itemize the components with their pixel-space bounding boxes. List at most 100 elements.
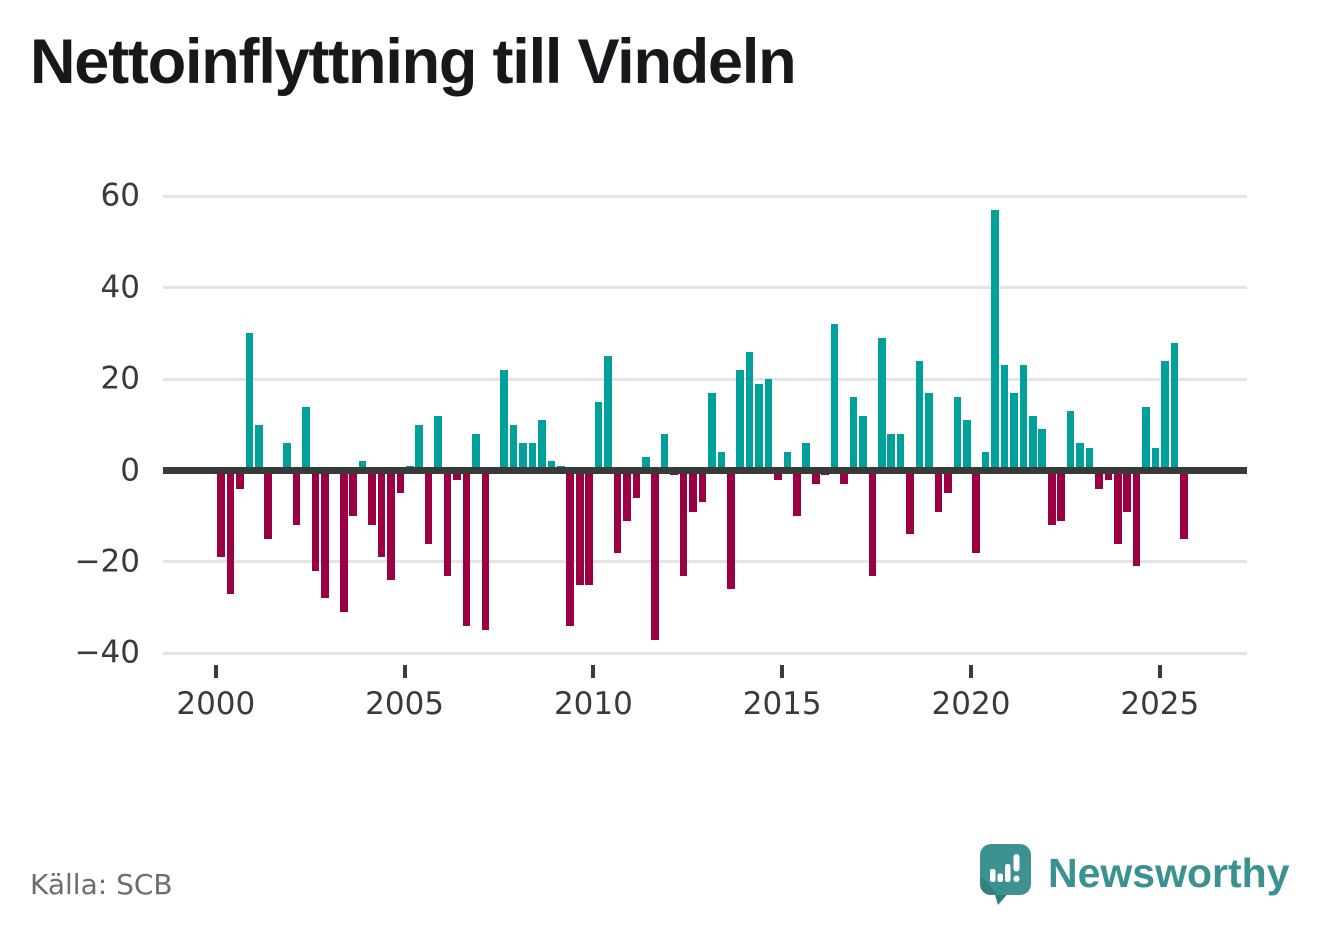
bar-2025-q3 [1180,470,1188,540]
bar-2007-q1 [481,470,490,631]
bar-2006-q1 [443,470,452,576]
bar-2020-q1 [972,470,980,553]
bar-2004-q4 [396,470,405,494]
bar-2018-q1 [896,433,905,471]
bar-2002-q2 [302,406,310,471]
bar-2009-q3 [575,470,584,585]
bar-2022-q4 [1076,443,1084,471]
bar-2010-q3 [613,470,622,553]
zero-axis-line [163,467,1247,474]
bar-2010-q4 [623,470,631,521]
bar-2011-q1 [632,470,641,498]
bar-2015-q1 [783,452,792,471]
y-axis-label-3: 0 [120,452,140,488]
bar-2022-q2 [1057,470,1065,521]
source-label: Källa: SCB [30,868,173,901]
bar-2019-q2 [944,470,952,494]
bar-2021-q3 [1029,415,1037,471]
bar-2015-q4 [811,470,820,485]
x-axis-label-4: 2020 [931,686,1011,722]
bar-2025-q2 [1170,342,1179,471]
bar-2021-q1 [1010,392,1018,471]
bar-2003-q3 [349,470,357,517]
bar-2019-q3 [953,397,962,471]
gridline-40 [163,286,1247,290]
bar-2023-q2 [1095,470,1103,489]
bar-2017-q1 [859,415,867,471]
gridline-20 [163,377,1247,381]
bar-2009-q2 [566,470,575,626]
bar-2020-q4 [1000,365,1009,471]
bar-2021-q2 [1019,365,1028,471]
newsworthy-logo-icon [980,844,1031,905]
bar-2022-q1 [1047,470,1056,526]
bar-2010-q1 [594,401,603,471]
bar-2020-q2 [981,452,990,471]
bar-2019-q4 [962,420,971,471]
bar-2001-q2 [264,470,272,540]
bar-2021-q4 [1038,429,1047,471]
bar-2015-q2 [793,470,801,517]
bar-2023-q4 [1114,470,1122,544]
bar-2007-q3 [500,369,508,471]
bar-2005-q2 [415,424,424,471]
bar-2003-q2 [339,470,348,613]
bar-2018-q4 [925,392,933,471]
bar-2007-q4 [509,424,518,471]
bar-2012-q4 [698,470,707,503]
x-axis-label-1: 2005 [365,686,445,722]
bar-2017-q2 [868,470,877,576]
bar-2001-q4 [283,443,291,471]
newsworthy-logo-text: Newsworthy [1048,850,1290,896]
bar-2000-q1 [217,470,225,558]
bar-2008-q4 [547,461,556,471]
bar-2025-q1 [1161,360,1169,471]
bar-2013-q3 [726,470,735,590]
y-axis-label-4: −20 [74,543,140,580]
bar-2022-q3 [1066,411,1075,471]
bar-2017-q4 [887,433,896,471]
bar-2009-q4 [585,470,593,585]
bar-2024-q1 [1123,470,1132,512]
x-axis-tick-2020 [969,665,973,678]
bar-2011-q4 [660,433,669,471]
bar-2018-q2 [906,470,914,535]
bar-2015-q3 [802,443,811,471]
y-axis-label-2: 20 [100,360,140,397]
x-axis-label-0: 2000 [176,686,256,722]
bar-2005-q4 [434,415,442,471]
chart-title: Nettoinflyttning till Vindeln [30,27,797,97]
bar-2004-q3 [387,470,395,581]
bar-2006-q2 [453,470,461,480]
bar-2011-q3 [651,470,660,640]
bar-2000-q3 [236,470,244,489]
bar-2014-q1 [745,351,754,471]
bar-2023-q3 [1104,470,1113,480]
bar-2013-q1 [708,392,716,471]
bar-2014-q2 [755,383,763,471]
newsworthy-logo: Newsworthy [980,844,1290,908]
x-axis-tick-2010 [591,665,596,678]
gridline-−20 [163,560,1247,564]
y-axis-label-0: 60 [100,177,140,214]
bar-2016-q2 [830,324,839,471]
bar-2006-q3 [462,470,471,626]
bar-2012-q2 [679,470,688,576]
x-axis-label-3: 2015 [742,686,822,722]
x-axis-tick-2005 [402,665,407,678]
bar-2017-q3 [878,337,886,471]
bar-2012-q3 [689,470,697,512]
bar-2024-q2 [1132,470,1141,567]
bar-2016-q4 [849,397,858,471]
bar-2000-q4 [245,333,254,471]
bar-2024-q4 [1151,447,1160,471]
x-axis-label-5: 2025 [1120,686,1200,722]
bar-2023-q1 [1085,447,1094,471]
bar-2020-q3 [991,209,999,471]
bar-2010-q2 [604,356,612,471]
bar-2001-q1 [254,424,263,471]
bar-2005-q3 [424,470,433,544]
bar-2003-q4 [358,461,367,471]
bar-2013-q2 [717,452,726,471]
